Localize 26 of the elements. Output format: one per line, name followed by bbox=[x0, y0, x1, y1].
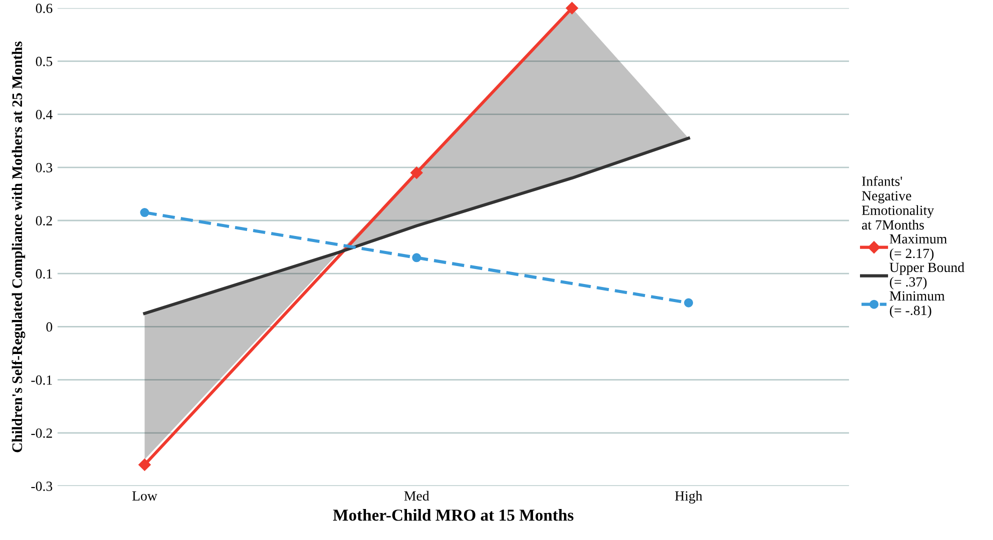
y-tick-label: -0.3 bbox=[31, 482, 52, 492]
legend-label: Maximum (= 2.17) bbox=[890, 234, 947, 261]
x-tick-label: Low bbox=[132, 491, 158, 501]
x-tick-label: Med bbox=[404, 490, 430, 501]
y-tick-label: 0.1 bbox=[36, 269, 52, 279]
y-tick-label: 0 bbox=[46, 322, 52, 332]
y-tick-label: -0.2 bbox=[31, 428, 52, 438]
point bbox=[684, 298, 694, 308]
x-tick-label: High bbox=[675, 490, 702, 504]
point bbox=[412, 253, 422, 262]
y-tick-label: 0.2 bbox=[36, 216, 52, 226]
line-series bbox=[143, 136, 690, 315]
legend-title: Infants' Negative Emotionality at 7Months bbox=[862, 176, 934, 230]
y-tick-label: 0.5 bbox=[36, 56, 52, 66]
point bbox=[138, 458, 151, 471]
y-axis-title: Children's Self-Regulated Compliance with Mothers at 25 Months bbox=[12, 42, 26, 452]
y-tick-label: -0.1 bbox=[31, 375, 52, 385]
point bbox=[140, 208, 150, 218]
y-tick-label: 0.6 bbox=[36, 4, 52, 14]
x-axis-title: Mother-Child MRO at 15 Months bbox=[333, 509, 574, 521]
y-tick-label: 0.4 bbox=[36, 110, 53, 120]
legend-label: Upper Bound (= .37) bbox=[890, 262, 964, 290]
point bbox=[410, 166, 423, 179]
point bbox=[566, 2, 578, 14]
y-tick-label: 0.3 bbox=[36, 162, 52, 172]
legend-label: Minimum (= -.81) bbox=[890, 291, 945, 318]
